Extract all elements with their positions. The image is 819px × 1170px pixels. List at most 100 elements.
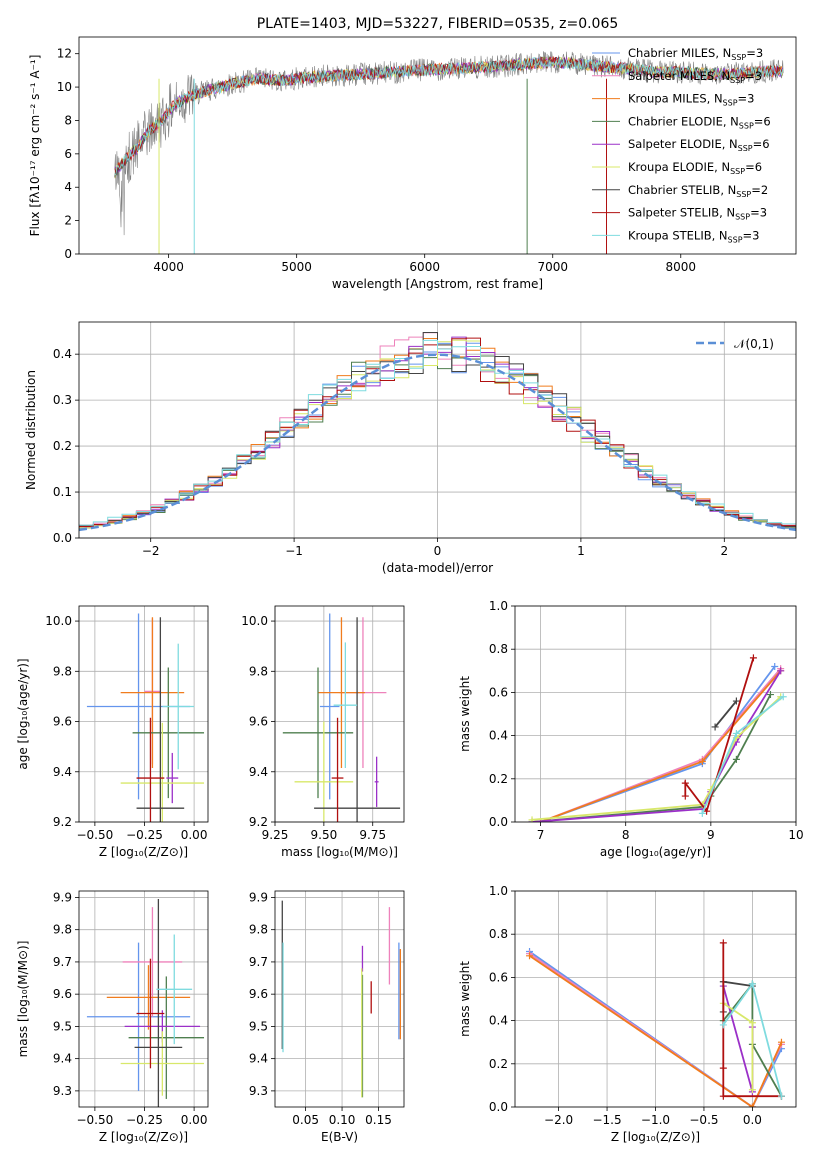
- legend-label-salpeter_miles: Salpeter MILES, NSSP=3: [628, 69, 762, 85]
- x-tick-label: 9: [707, 828, 715, 842]
- weight-marker-salpeter_elodie: [777, 667, 785, 675]
- legend-label-gaussian: 𝒩(0,1): [734, 337, 774, 351]
- x-tick-label: 0.10: [329, 1113, 356, 1127]
- weight-marker-chabrier_elodie: [766, 691, 774, 699]
- y-tick-label: 9.6: [53, 987, 72, 1001]
- y-tick-label: 9.6: [53, 715, 72, 729]
- weight-marker-kroupa_stelib: [779, 693, 787, 701]
- y-tick-label: 9.9: [53, 890, 72, 904]
- weight-marker-kroupa_stelib: [748, 980, 756, 988]
- y-tick-label: 0.1: [53, 485, 72, 499]
- weight-marker-kroupa_stelib: [719, 1021, 727, 1029]
- x-tick-label: 9.75: [359, 828, 386, 842]
- y-tick-label: 9.7: [53, 955, 72, 969]
- x-tick-label: 0.05: [292, 1113, 319, 1127]
- y-axis-label: age [log₁₀(age/yr)]: [16, 658, 30, 769]
- axes-frame: [78, 321, 797, 539]
- x-tick-label: 0.0: [743, 1113, 762, 1127]
- axes-frame: [514, 890, 797, 1108]
- age_vs_Z-plot-area: [86, 613, 205, 822]
- weight-line-salpeter_stelib: [684, 657, 755, 814]
- axes-frame: [78, 605, 209, 823]
- y-tick-label: 0.6: [489, 970, 508, 984]
- y-tick-label: 9.6: [249, 987, 268, 1001]
- weight-marker-chabrier_stelib: [732, 697, 740, 705]
- y-tick-label: 9.2: [249, 815, 268, 829]
- axes-frame: [274, 890, 405, 1108]
- y-tick-label: 0.0: [489, 1100, 508, 1114]
- axes-frame: [78, 890, 209, 1108]
- y-tick-label: 0.3: [53, 393, 72, 407]
- y-tick-label: 9.9: [249, 890, 268, 904]
- y-tick-label: 9.4: [249, 765, 268, 779]
- y-tick-label: 10.0: [45, 614, 72, 628]
- x-tick-label: −0.25: [126, 1113, 163, 1127]
- weight-marker-kroupa_elodie: [748, 1086, 756, 1094]
- weight-marker-salpeter_stelib: [719, 939, 727, 947]
- mass_vs_Z-plot-area: [86, 899, 205, 1107]
- y-tick-label: 9.8: [53, 923, 72, 937]
- weight_vs_Z-plot-area: [526, 939, 785, 1107]
- y-tick-label: 0.6: [489, 685, 508, 699]
- x-tick-label: 5000: [281, 260, 312, 274]
- age_vs_Z-axes: −0.50 −0.25 0.00 9.2 9.4 9.6 9.8 10.0 Z [log₁₀(Z…: [16, 605, 209, 859]
- y-tick-label: 0: [64, 247, 72, 261]
- legend-label-kroupa_miles: Kroupa MILES, NSSP=3: [628, 92, 754, 108]
- x-axis-label: (data-model)/error: [382, 561, 493, 575]
- weight-line-chabrier_elodie: [722, 981, 783, 1097]
- weight-marker-kroupa_miles: [698, 758, 706, 766]
- x-tick-label: −1: [285, 544, 303, 558]
- spectrum-axes: 4000 5000 6000 7000 8000 0 2 4 6 8 10 12 wavelength …: [28, 16, 797, 291]
- y-tick-label: 9.2: [53, 815, 72, 829]
- x-tick-label: 7: [537, 828, 545, 842]
- y-tick-label: 9.6: [249, 715, 268, 729]
- weight_vs_age-plot-area: [528, 654, 787, 822]
- weight-marker-salpeter_stelib: [719, 1064, 727, 1072]
- y-tick-label: 0.0: [489, 815, 508, 829]
- x-tick-label: −0.50: [76, 1113, 113, 1127]
- axes-frame: [274, 605, 405, 823]
- residuals-axes: −2 −1 0 1 2 0.0 0.1 0.2 0.3 0.4 (data-model)/error…: [24, 321, 797, 575]
- weight-marker-chabrier_stelib: [711, 723, 719, 731]
- weight_vs_age-axes: 7 8 9 10 0.0 0.2 0.4 0.6 0.8 1.0 age [log₁₀(age/yr…: [458, 599, 804, 859]
- spectrum-plot-area: [114, 51, 784, 254]
- x-axis-label: wavelength [Angstrom, rest frame]: [332, 277, 543, 291]
- y-tick-label: 9.4: [53, 1052, 72, 1066]
- y-tick-label: 1.0: [489, 884, 508, 898]
- residuals-plot-area: [79, 332, 796, 532]
- y-axis-label: mass [log₁₀(M/M⊙)]: [16, 941, 30, 1058]
- weight-marker-kroupa_elodie: [748, 1019, 756, 1027]
- weight-marker-salpeter_stelib: [749, 654, 757, 662]
- x-tick-label: 2: [720, 544, 728, 558]
- weight-marker-salpeter_stelib: [703, 807, 711, 815]
- y-tick-label: 2: [64, 214, 72, 228]
- weight-line-salpeter_stelib: [722, 942, 782, 1098]
- y-tick-label: 9.7: [249, 955, 268, 969]
- weight-line-kroupa_miles: [540, 670, 782, 822]
- legend-label-chabrier_elodie: Chabrier ELODIE, NSSP=6: [628, 114, 771, 130]
- x-tick-label: −2: [142, 544, 160, 558]
- y-tick-label: 6: [64, 147, 72, 161]
- weight-marker-kroupa_miles: [526, 952, 534, 960]
- x-tick-label: −1.0: [641, 1113, 670, 1127]
- x-tick-label: 10: [788, 828, 803, 842]
- x-tick-label: 1: [577, 544, 585, 558]
- legend-label-kroupa_stelib: Kroupa STELIB, NSSP=3: [628, 228, 759, 244]
- y-tick-label: 0.4: [53, 347, 72, 361]
- y-tick-label: 9.5: [53, 1019, 72, 1033]
- x-tick-label: 7000: [537, 260, 568, 274]
- y-tick-label: 0.8: [489, 927, 508, 941]
- x-tick-label: −0.50: [76, 828, 113, 842]
- y-tick-label: 0.2: [489, 772, 508, 786]
- y-tick-label: 1.0: [489, 599, 508, 613]
- x-axis-label: age [log₁₀(age/yr)]: [600, 845, 711, 859]
- weight-marker-kroupa_miles: [748, 1103, 756, 1107]
- weight-line-chabrier_miles: [540, 665, 776, 822]
- mass_vs_Z-axes: −0.50 −0.25 0.00 9.3 9.4 9.5 9.6 9.7 9.8 9.9 Z [lo…: [16, 890, 209, 1144]
- x-tick-label: 8000: [665, 260, 696, 274]
- axes-frame: [514, 605, 797, 823]
- legend-label-salpeter_elodie: Salpeter ELODIE, NSSP=6: [628, 137, 770, 153]
- y-tick-label: 0.8: [489, 642, 508, 656]
- weight-marker-chabrier_elodie: [732, 755, 740, 763]
- y-tick-label: 0.4: [489, 1014, 508, 1028]
